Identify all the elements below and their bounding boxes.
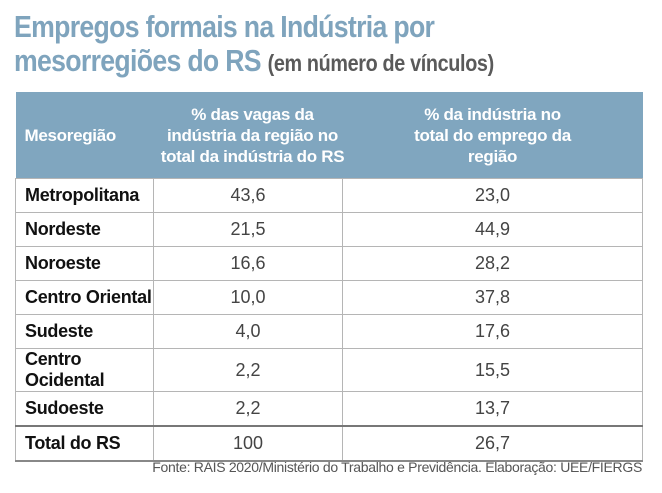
- share-rs-value: 16,6: [153, 246, 343, 281]
- table-row: Centro Oriental 10,0 37,8: [15, 280, 643, 315]
- total-share-rs: 100: [153, 425, 343, 462]
- share-rs-value: 2,2: [153, 391, 343, 427]
- data-table: Mesoregião % das vagas da indústria da r…: [15, 92, 643, 462]
- table-row: Sudoeste 2,2 13,7: [15, 391, 643, 427]
- share-rs-value: 4,0: [153, 314, 343, 349]
- total-label: Total do RS: [15, 425, 154, 462]
- total-share-region: 26,7: [342, 425, 643, 462]
- share-region-value: 44,9: [342, 212, 643, 247]
- region-name: Noroeste: [15, 246, 154, 281]
- table-row: Metropolitana 43,6 23,0: [15, 178, 643, 213]
- region-name: Nordeste: [15, 212, 154, 247]
- title-line-2: mesorregiões do RS: [14, 43, 262, 78]
- title-subtitle: (em número de vínculos): [267, 50, 495, 76]
- region-name: Centro Oriental: [15, 280, 154, 315]
- header-share-region: % da indústria no total do emprego da re…: [342, 92, 643, 179]
- table-row: Centro Ocidental 2,2 15,5: [15, 348, 643, 392]
- share-region-value: 17,6: [342, 314, 643, 349]
- share-region-value: 13,7: [342, 391, 643, 427]
- table-row: Noroeste 16,6 28,2: [15, 246, 643, 281]
- source-note: Fonte: RAIS 2020/Ministério do Trabalho …: [152, 459, 642, 475]
- table-row: Nordeste 21,5 44,9: [15, 212, 643, 247]
- share-region-value: 28,2: [342, 246, 643, 281]
- title-line-1: Empregos formais na Indústria por: [14, 9, 435, 44]
- table-row: Sudeste 4,0 17,6: [15, 314, 643, 349]
- region-name: Sudeste: [15, 314, 154, 349]
- page-title: Empregos formais na Indústria por mesorr…: [14, 10, 564, 80]
- share-region-value: 37,8: [342, 280, 643, 315]
- header-row: Mesoregião % das vagas da indústria da r…: [15, 92, 643, 179]
- share-rs-value: 43,6: [153, 178, 343, 213]
- share-rs-value: 21,5: [153, 212, 343, 247]
- header-share-rs: % das vagas da indústria da região no to…: [153, 92, 345, 179]
- share-rs-value: 10,0: [153, 280, 343, 315]
- region-name: Metropolitana: [15, 178, 154, 213]
- share-rs-value: 2,2: [153, 348, 343, 392]
- share-region-value: 23,0: [342, 178, 643, 213]
- total-row: Total do RS 100 26,7: [15, 425, 643, 462]
- region-name: Sudoeste: [15, 391, 154, 427]
- share-region-value: 15,5: [342, 348, 643, 392]
- header-region: Mesoregião: [15, 92, 154, 179]
- region-name: Centro Ocidental: [15, 348, 154, 392]
